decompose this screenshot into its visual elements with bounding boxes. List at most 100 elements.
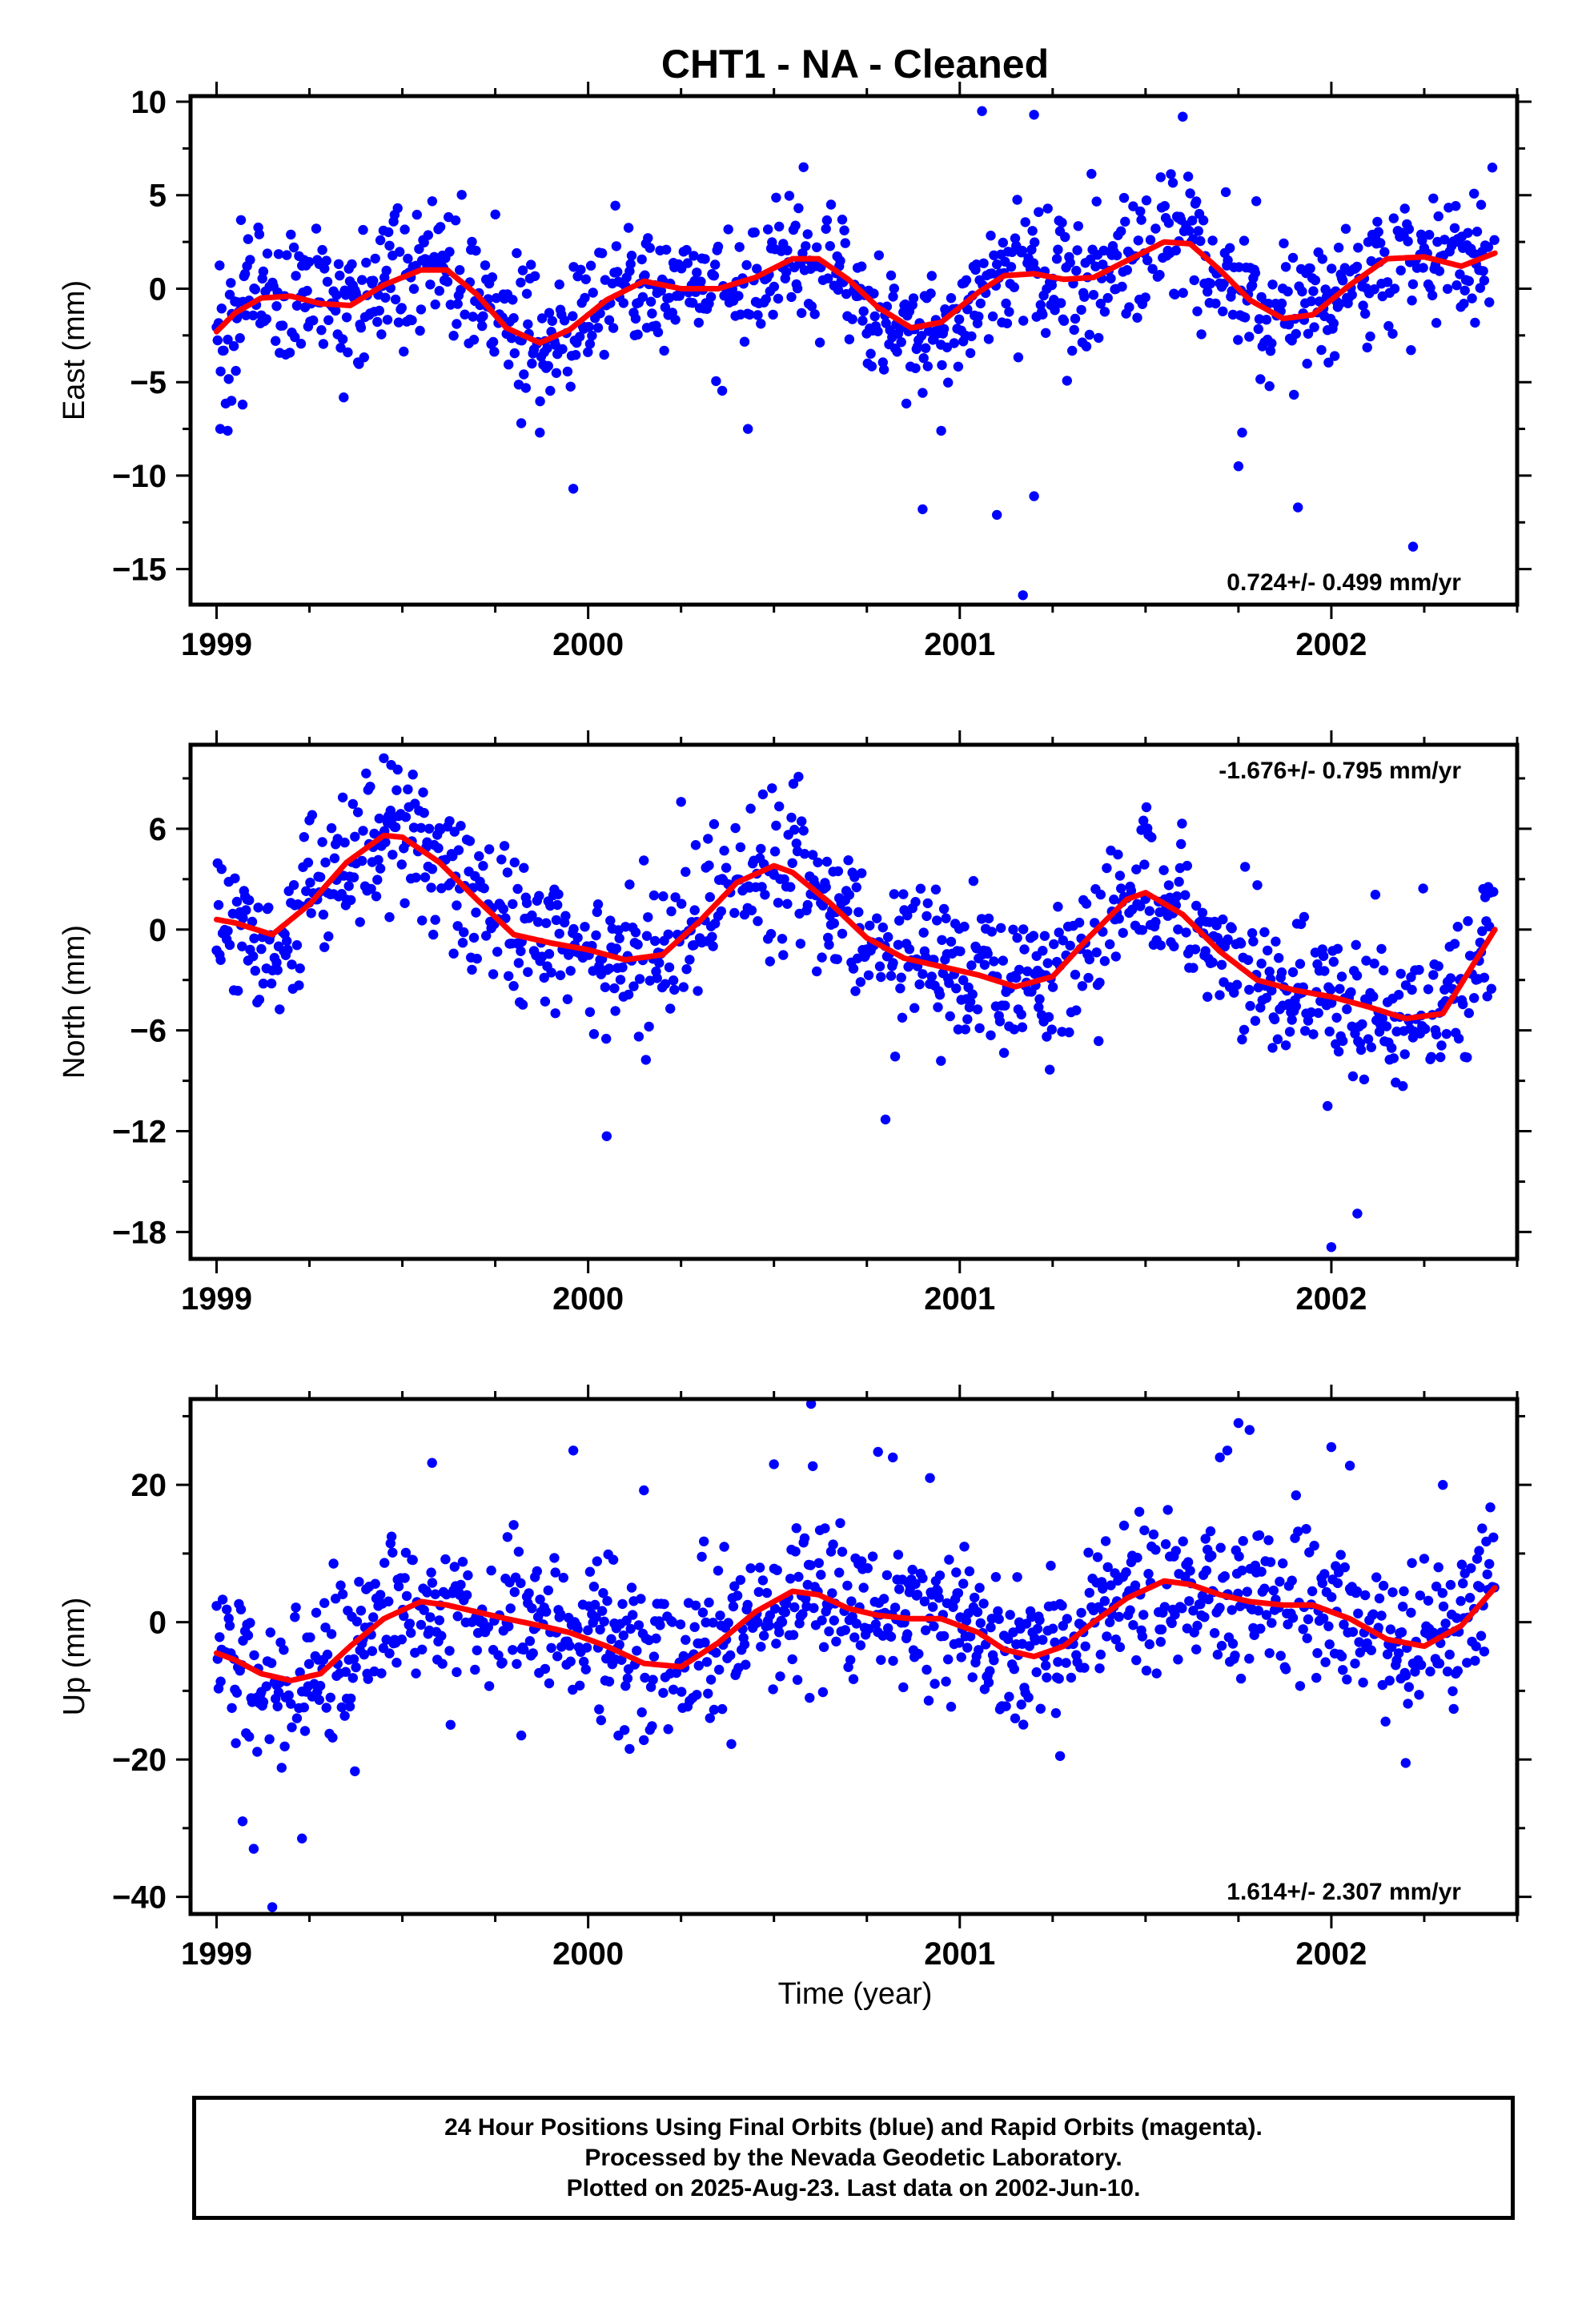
east-data-point [1479,275,1490,286]
east-data-point [416,304,427,315]
up-data-point [1114,1642,1126,1652]
up-data-point [986,1622,996,1633]
east-outlier-point [1178,111,1188,122]
north-data-point [989,956,999,967]
up-data-point [1061,1658,1071,1668]
north-data-point [710,919,721,929]
up-data-point [699,1536,709,1547]
north-data-point [253,903,263,913]
up-data-point [1312,1648,1323,1659]
east-data-point [519,369,529,380]
north-data-point [1287,967,1299,978]
north-data-point [391,785,402,795]
north-data-point [821,882,831,892]
north-data-point [1463,916,1473,927]
east-data-point [889,283,900,294]
up-data-point [1062,1614,1073,1624]
north-data-point [417,915,428,926]
north-data-point [677,899,687,909]
up-data-point [837,1546,848,1557]
east-data-point [1449,223,1460,233]
up-outlier-point [237,1816,248,1827]
north-data-point [508,981,519,991]
north-data-point [1223,934,1233,945]
east-data-point [1166,169,1176,179]
north-data-point [639,855,649,866]
north-data-point [580,922,590,932]
east-data-point [888,292,898,302]
east-data-point [1133,235,1144,246]
up-data-point [299,1702,309,1713]
up-data-point [1105,1617,1115,1627]
north-data-point [844,890,855,900]
up-data-point [305,1632,315,1642]
up-data-point [327,1732,338,1743]
up-data-point [713,1566,724,1576]
east-data-point [753,310,763,320]
east-data-point [1057,217,1067,228]
east-data-point [1287,252,1299,263]
north-data-point [244,895,255,906]
up-data-point [910,1578,921,1590]
up-data-point [422,1587,432,1598]
north-data-point [1028,931,1039,941]
east-data-point [892,347,902,357]
up-data-point [961,1615,972,1626]
north-data-point [1359,1074,1370,1085]
east-data-point [873,326,883,336]
east-data-point [1102,292,1113,304]
up-data-point [944,1554,954,1565]
east-data-point [1219,279,1229,289]
north-data-point [1395,968,1406,979]
up-outlier-point [1400,1758,1411,1768]
north-data-point [408,770,418,780]
north-data-point [1414,964,1424,975]
north-data-point [945,1011,955,1022]
up-data-point [934,1593,944,1603]
east-data-point [1010,233,1021,243]
east-data-point [612,267,623,277]
north-data-point [288,880,299,891]
up-data-point [705,1675,717,1685]
east-data-point [1452,280,1462,291]
north-data-point [1109,895,1119,905]
up-data-point [1178,1536,1188,1546]
north-data-point [384,912,395,923]
east-data-point [223,374,234,384]
north-data-point [521,898,532,909]
north-data-point [632,939,643,950]
east-data-point [688,298,698,308]
east-data-point [821,215,833,226]
east-data-point [1459,299,1469,309]
up-data-point [1482,1569,1492,1580]
up-data-point [1118,1520,1130,1531]
east-data-point [516,277,526,287]
up-data-point [497,1657,508,1668]
east-data-point [781,267,792,277]
north-data-point [833,866,844,877]
east-data-point [1203,287,1213,297]
up-data-point [1237,1565,1247,1576]
up-data-point [846,1596,857,1606]
up-data-point [967,1672,978,1683]
north-data-point [266,978,277,989]
east-data-point [1303,328,1314,339]
east-data-point [487,272,498,283]
up-data-point [244,1731,255,1742]
up-data-point [1278,1558,1288,1569]
east-data-point [885,270,897,281]
up-data-point [835,1518,845,1529]
north-data-point [1381,1021,1392,1031]
up-outlier-point [1244,1425,1255,1435]
north-data-point [1144,906,1155,916]
east-y-tick-label: 10 [131,85,167,120]
east-data-point [490,209,500,219]
east-data-point [212,335,223,346]
up-data-point [845,1655,856,1665]
north-data-point [326,822,337,834]
north-data-point [874,961,885,971]
north-data-point [641,931,652,941]
up-data-point [1406,1607,1416,1618]
up-data-point [565,1656,576,1667]
